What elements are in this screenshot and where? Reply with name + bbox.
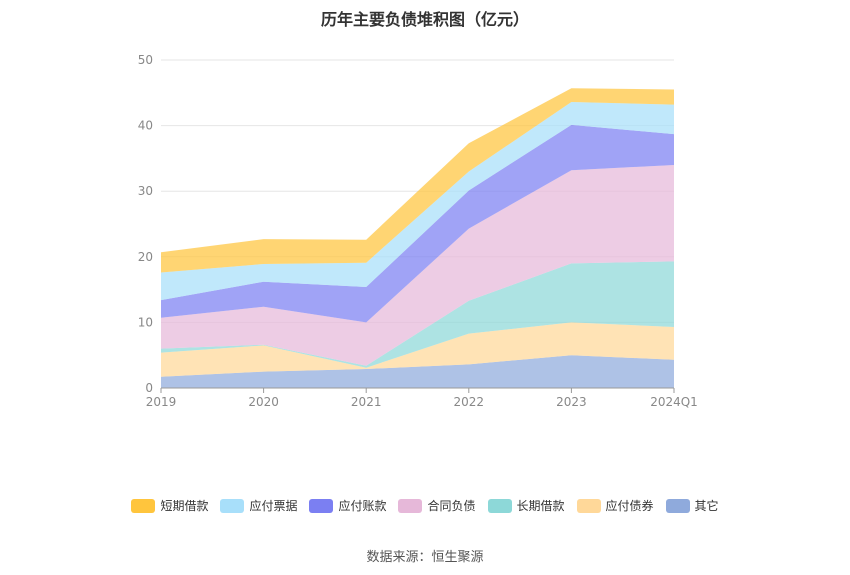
y-tick-label: 10 — [138, 315, 153, 329]
area-series-4 — [161, 124, 674, 323]
x-tick-label: 2019 — [146, 395, 177, 409]
legend-item[interactable]: 合同负债 — [398, 497, 476, 514]
y-tick-label: 20 — [138, 250, 153, 264]
legend-swatch — [309, 498, 334, 513]
legend-label: 应付票据 — [249, 499, 298, 513]
x-tick-label: 2020 — [248, 395, 279, 409]
legend-item[interactable]: 其它 — [665, 497, 719, 514]
y-tick-label: 50 — [138, 53, 153, 67]
legend-label: 长期借款 — [516, 499, 565, 513]
chart-title: 历年主要负债堆积图（亿元） — [320, 10, 529, 29]
legend-label: 合同负债 — [427, 499, 476, 513]
legend-swatch — [665, 498, 690, 513]
y-tick-label: 30 — [138, 184, 153, 198]
y-tick-label: 0 — [145, 381, 153, 395]
area-series-0 — [161, 355, 674, 388]
area-series-5 — [161, 102, 674, 301]
area-series-layer — [161, 88, 674, 388]
legend-item[interactable]: 应付账款 — [309, 497, 386, 514]
data-source-note: 数据来源：恒生聚源 — [366, 550, 484, 565]
x-tick-label: 2022 — [454, 395, 485, 409]
legend-item[interactable]: 短期借款 — [131, 497, 208, 514]
x-tick-label: 2024Q1 — [650, 395, 698, 409]
legend-swatch — [131, 498, 156, 513]
axes: 2019 2020 2021 2022 2023 2024Q1 — [146, 387, 698, 409]
area-series-6 — [161, 88, 674, 273]
legend-item[interactable]: 应付债券 — [576, 497, 654, 514]
x-tick-label: 2021 — [351, 395, 382, 409]
legend-swatch — [487, 498, 512, 513]
area-series-2 — [161, 261, 674, 368]
legend-label: 应付账款 — [338, 499, 387, 513]
legend-item[interactable]: 长期借款 — [487, 497, 565, 514]
legend: 短期借款 应付票据 应付账款 合同负债 长期借款 应付债券 其它 — [0, 497, 850, 514]
legend-item[interactable]: 应付票据 — [220, 497, 297, 514]
x-tick-label: 2023 — [556, 395, 587, 409]
legend-swatch — [220, 498, 245, 513]
area-series-3 — [161, 165, 674, 366]
legend-label: 其它 — [694, 499, 719, 513]
legend-label: 短期借款 — [160, 499, 209, 513]
legend-swatch — [576, 498, 601, 513]
legend-label: 应付债券 — [605, 499, 654, 513]
y-tick-label: 40 — [138, 119, 153, 133]
area-series-1 — [161, 322, 674, 377]
legend-swatch — [398, 498, 423, 513]
